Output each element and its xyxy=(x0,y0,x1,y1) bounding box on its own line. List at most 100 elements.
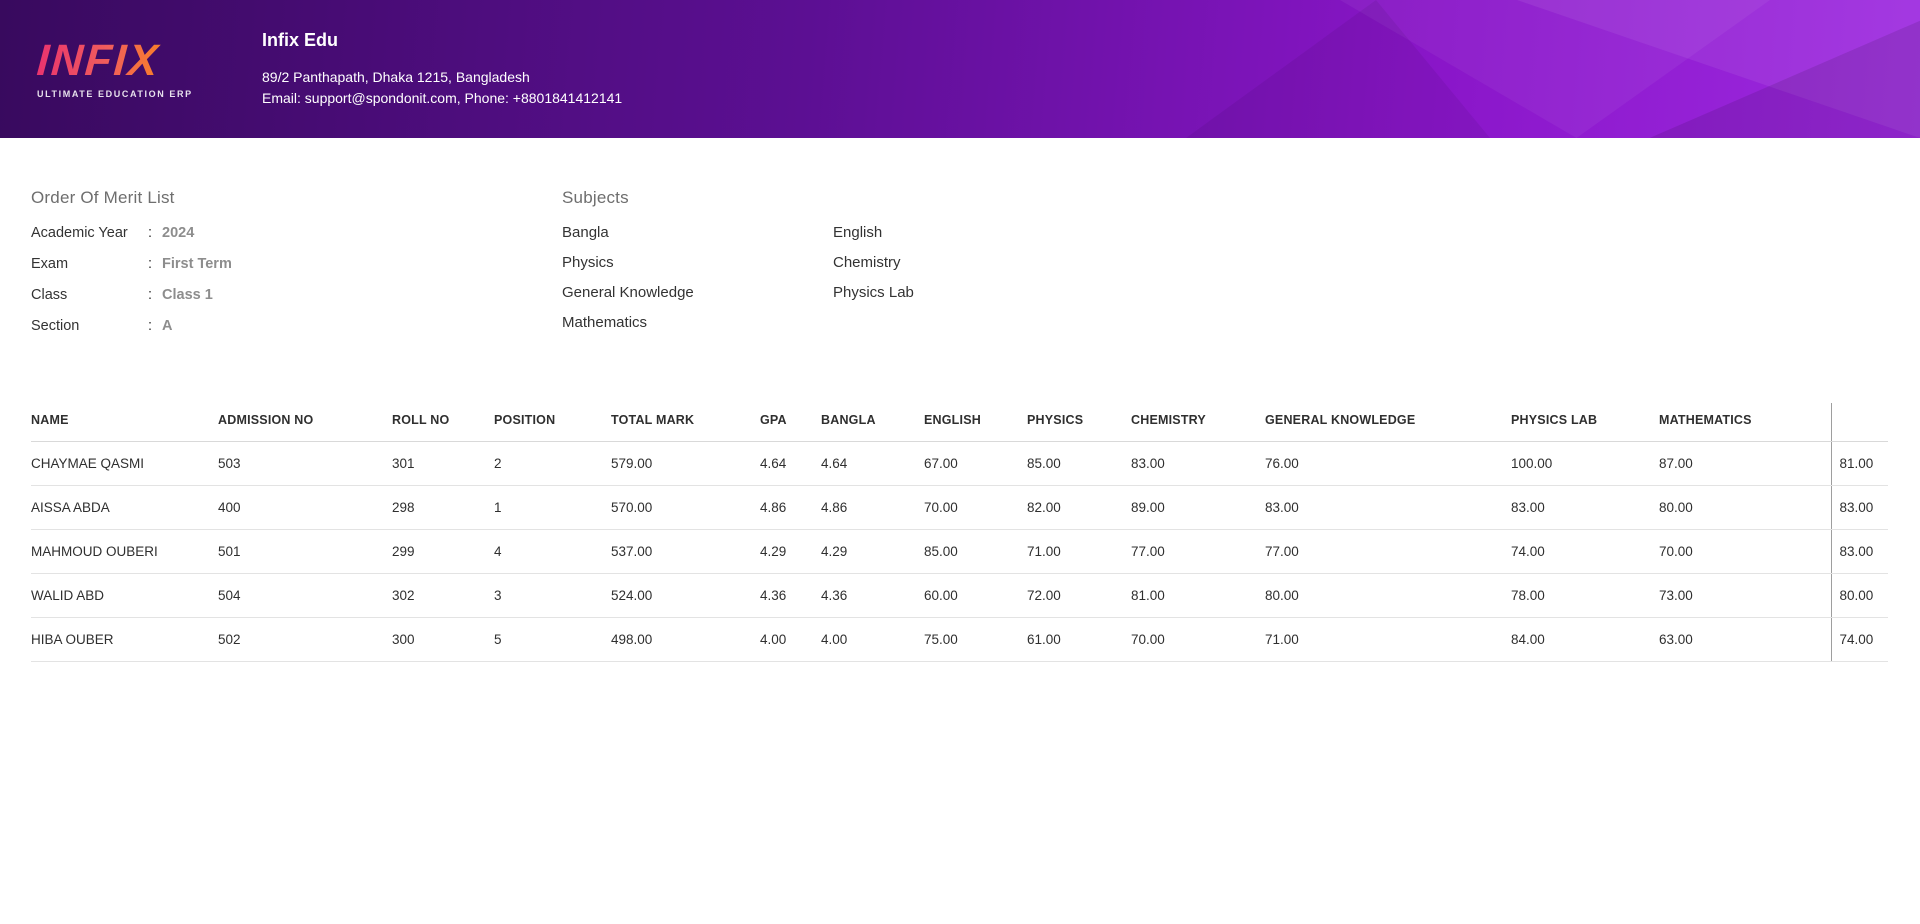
table-cell: 75.00 xyxy=(924,617,1027,662)
student-name-cell: AISSA ABDA xyxy=(31,485,218,530)
table-cell: 76.00 xyxy=(1265,441,1511,486)
table-cell: 70.00 xyxy=(1131,617,1265,662)
column-header: MATHEMATICS xyxy=(1659,403,1831,442)
table-cell: 80.00 xyxy=(1265,573,1511,618)
table-cell: 301 xyxy=(392,441,494,486)
field-value: Class 1 xyxy=(162,287,213,303)
table-cell: 503 xyxy=(218,441,392,486)
table-cell: 400 xyxy=(218,485,392,530)
table-cell: 83.00 xyxy=(1265,485,1511,530)
student-name-cell: HIBA OUBER xyxy=(31,617,218,662)
table-cell: 83.00 xyxy=(1131,441,1265,486)
table-cell: 89.00 xyxy=(1131,485,1265,530)
subjects-columns: Bangla Physics General Knowledge Mathematic… xyxy=(562,224,1889,344)
column-header: PHYSICS LAB xyxy=(1511,403,1659,442)
table-cell: 4.86 xyxy=(821,485,924,530)
subject-item: Chemistry xyxy=(833,254,901,271)
table-cell: 300 xyxy=(392,617,494,662)
table-cell: 4.00 xyxy=(760,617,821,662)
table-cell: 4.86 xyxy=(760,485,821,530)
table-cell: 63.00 xyxy=(1659,617,1831,662)
table-cell: 524.00 xyxy=(611,573,760,618)
banner-facet-shape xyxy=(1340,0,1770,138)
table-cell: 74.00 xyxy=(1511,529,1659,574)
table-cell: 83.00 xyxy=(1830,485,1888,530)
field-separator: : xyxy=(148,225,153,241)
school-contact: Email: support@spondonit.com, Phone: +88… xyxy=(262,89,623,106)
merit-table-wrap: NAME ADMISSION NO ROLL NO POSITION TOTAL MAR… xyxy=(31,403,1889,662)
column-header: TOTAL MARK xyxy=(611,403,760,442)
subject-item: English xyxy=(833,224,883,241)
table-cell: 501 xyxy=(218,529,392,574)
table-cell: 71.00 xyxy=(1265,617,1511,662)
merit-fields: Academic Year:2024 Exam: First Term Class: C… xyxy=(31,224,562,335)
subject-item: Mathematics xyxy=(562,314,648,331)
table-cell: 4.29 xyxy=(821,529,924,574)
column-header: ENGLISH xyxy=(924,403,1027,442)
table-cell: 4.29 xyxy=(760,529,821,574)
student-name-cell: MAHMOUD OUBERI xyxy=(31,529,218,574)
table-cell: 80.00 xyxy=(1830,573,1888,618)
banner-facet-shape xyxy=(1517,0,1920,138)
table-cell: 3 xyxy=(494,573,611,618)
subject-item: General Knowledge xyxy=(562,284,694,301)
table-cell: 73.00 xyxy=(1659,573,1831,618)
report-meta-section: Order Of Merit List Academic Year:2024 Ex… xyxy=(31,188,1889,348)
table-cell: 504 xyxy=(218,573,392,618)
table-cell: 61.00 xyxy=(1027,617,1131,662)
merit-field-row: Exam: First Term xyxy=(31,255,562,273)
table-cell: 4 xyxy=(494,529,611,574)
table-cell: 83.00 xyxy=(1511,485,1659,530)
logo-brand-text: INFIX xyxy=(35,36,203,85)
table-cell: 4.36 xyxy=(760,573,821,618)
table-cell: 70.00 xyxy=(924,485,1027,530)
table-cell: 579.00 xyxy=(611,441,760,486)
table-cell: 82.00 xyxy=(1027,485,1131,530)
column-header: POSITION xyxy=(494,403,611,442)
subjects-section: Subjects Bangla Physics General Knowledge M… xyxy=(562,188,1889,348)
table-cell: 74.00 xyxy=(1830,617,1888,662)
field-separator: : xyxy=(148,287,153,303)
table-cell: 83.00 xyxy=(1830,529,1888,574)
field-value: First Term xyxy=(162,256,232,272)
table-cell: 4.00 xyxy=(821,617,924,662)
table-cell: 85.00 xyxy=(924,529,1027,574)
column-header: NAME xyxy=(31,403,218,442)
table-cell: 85.00 xyxy=(1027,441,1131,486)
table-cell: 100.00 xyxy=(1511,441,1659,486)
subjects-column-1: Bangla Physics General Knowledge Mathematic… xyxy=(562,224,833,344)
table-cell: 77.00 xyxy=(1265,529,1511,574)
column-header: GPA xyxy=(760,403,821,442)
subject-item: Physics Lab xyxy=(833,284,914,301)
table-row: MAHMOUD OUBERI 501 299 4 537.00 4.29 4.29 85.00… xyxy=(31,529,1888,574)
table-cell: 87.00 xyxy=(1659,441,1831,486)
table-cell: 80.00 xyxy=(1659,485,1831,530)
table-cell: 78.00 xyxy=(1511,573,1659,618)
table-row: WALID ABD 504 302 3 524.00 4.36 4.36 60.00 72.00… xyxy=(31,573,1888,618)
field-separator: : xyxy=(148,256,153,272)
column-header: BANGLA xyxy=(821,403,924,442)
table-cell: 77.00 xyxy=(1131,529,1265,574)
column-header xyxy=(1830,403,1888,442)
merit-field-row: Class: Class 1 xyxy=(31,286,562,304)
table-cell: 5 xyxy=(494,617,611,662)
subject-item: Physics xyxy=(562,254,614,271)
table-header-row: NAME ADMISSION NO ROLL NO POSITION TOTAL MAR… xyxy=(31,403,1888,442)
table-cell: 537.00 xyxy=(611,529,760,574)
school-info: Infix Edu 89/2 Panthapath, Dhaka 1215, B… xyxy=(262,30,622,109)
table-cell: 299 xyxy=(392,529,494,574)
column-header: PHYSICS xyxy=(1027,403,1131,442)
field-value: A xyxy=(162,318,173,334)
merit-field-row: Section: A xyxy=(31,317,562,335)
table-cell: 1 xyxy=(494,485,611,530)
table-cell: 298 xyxy=(392,485,494,530)
subject-item: Bangla xyxy=(562,224,609,241)
field-label: Academic Year xyxy=(31,225,128,241)
table-cell: 4.64 xyxy=(760,441,821,486)
field-label: Section xyxy=(31,318,80,334)
banner-facet-shape xyxy=(1649,20,1920,138)
table-row: HIBA OUBER 502 300 5 498.00 4.00 4.00 75.00 61.0… xyxy=(31,617,1888,662)
header-banner: INFIX ULTIMATE EDUCATION ERP Infix Edu 8… xyxy=(0,0,1920,138)
table-cell: 498.00 xyxy=(611,617,760,662)
subjects-title: Subjects xyxy=(562,188,629,207)
